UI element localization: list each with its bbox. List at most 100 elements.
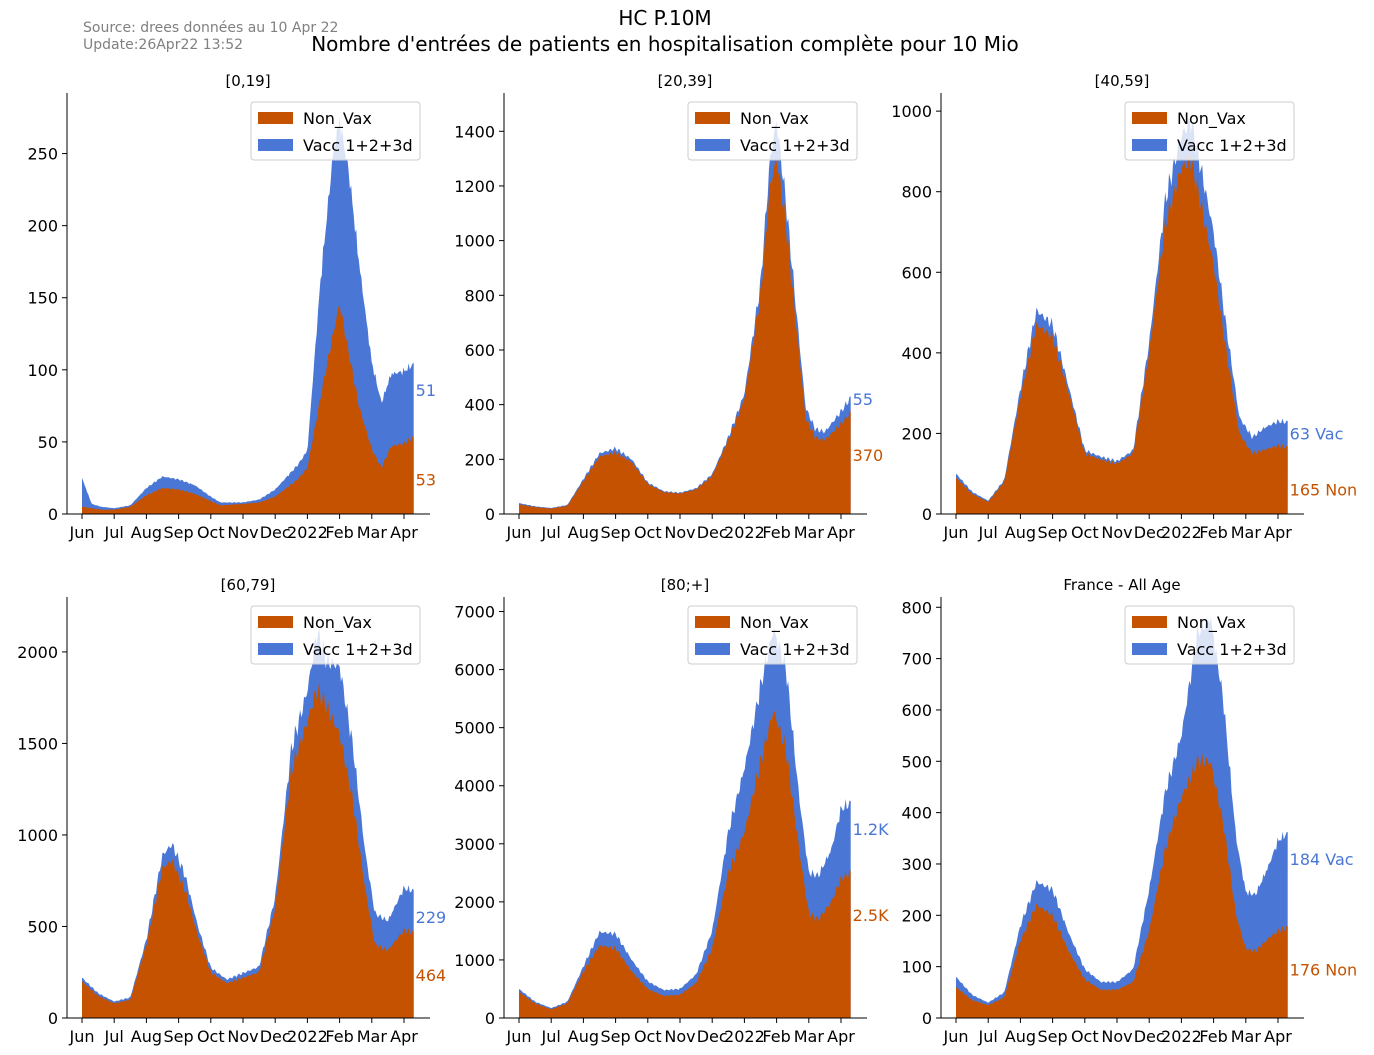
area-non-vax	[82, 305, 414, 514]
end-label-vacc: 51	[416, 381, 436, 400]
y-tick-label: 2000	[454, 893, 495, 912]
legend-label: Vacc 1+2+3d	[303, 136, 413, 155]
legend-label: Non_Vax	[740, 109, 809, 129]
x-tick-label: Aug	[1005, 523, 1036, 542]
x-tick-label: Jul	[104, 1027, 124, 1046]
x-tick-label: Oct	[1071, 523, 1099, 542]
figure-title: HC P.10M	[618, 6, 712, 30]
x-tick-label: Sep	[1038, 523, 1068, 542]
panel-title: [60,79]	[221, 576, 276, 594]
y-tick-label: 5000	[454, 719, 495, 738]
x-tick-label: Dec	[1134, 523, 1165, 542]
x-tick-label: Mar	[1231, 1027, 1262, 1046]
x-tick-label: Jul	[104, 523, 124, 542]
y-tick-label: 800	[901, 183, 932, 202]
legend: Non_Vax Vacc 1+2+3d	[1124, 101, 1295, 161]
legend-swatch-vacc	[695, 139, 730, 151]
legend-label: Non_Vax	[303, 613, 372, 633]
legend-box	[250, 605, 421, 665]
chart-panel-3: 0 200 400 600 800 1000 Jun Jul Aug Sep Oct Nov Dec20…	[891, 72, 1357, 542]
legend-swatch-vacc	[258, 139, 293, 151]
area-non-vax	[82, 680, 414, 1018]
y-tick-label: 600	[901, 263, 932, 282]
x-tick-label: Oct	[634, 523, 662, 542]
area-non-vax	[956, 154, 1288, 514]
x-tick-label: Feb	[762, 523, 790, 542]
legend-label: Non_Vax	[1177, 109, 1246, 129]
x-tick-label: Apr	[827, 1027, 855, 1046]
legend-label: Non_Vax	[1177, 613, 1246, 633]
y-tick-label: 400	[464, 396, 495, 415]
end-label-vacc: 229	[416, 908, 447, 927]
legend-box	[687, 605, 858, 665]
y-tick-label: 0	[485, 1009, 495, 1028]
legend-swatch-vacc	[258, 643, 293, 655]
x-tick-label: Jul	[541, 1027, 561, 1046]
y-tick-label: 1500	[17, 734, 58, 753]
update-note: Update:26Apr22 13:52	[83, 37, 244, 53]
legend: Non_Vax Vacc 1+2+3d	[1124, 605, 1295, 665]
y-tick-label: 400	[901, 804, 932, 823]
x-tick-label: Sep	[1038, 1027, 1068, 1046]
x-tick-label: Jul	[541, 523, 561, 542]
y-tick-label: 1400	[454, 122, 495, 141]
legend-label: Vacc 1+2+3d	[740, 640, 850, 659]
x-tick-label: Nov	[227, 1027, 258, 1046]
x-tick-label: Mar	[794, 523, 825, 542]
x-tick-label: Mar	[357, 1027, 388, 1046]
chart-panel-2: 0 200 400 600 800 1000 1200 1400 Jun Jul Aug Sep Oct…	[454, 72, 883, 542]
x-tick-label: Mar	[357, 523, 388, 542]
legend: Non_Vax Vacc 1+2+3d	[687, 605, 858, 665]
area-non-vax	[519, 710, 851, 1018]
x-tick-label: Feb	[762, 1027, 790, 1046]
y-tick-label: 250	[27, 145, 58, 164]
y-tick-label: 1000	[454, 232, 495, 251]
y-tick-label: 700	[901, 650, 932, 669]
x-tick-label: Jun	[943, 523, 969, 542]
x-tick-label: Feb	[325, 1027, 353, 1046]
legend: Non_Vax Vacc 1+2+3d	[250, 605, 421, 665]
x-tick-label: Dec	[1134, 1027, 1165, 1046]
y-tick-label: 800	[901, 598, 932, 617]
area-non-vax	[519, 159, 851, 514]
y-tick-label: 150	[27, 289, 58, 308]
panel-title: [80;+]	[661, 576, 709, 594]
end-label-non-vax: 370	[853, 446, 884, 465]
legend-swatch-non-vax	[258, 616, 293, 628]
x-tick-label: Aug	[131, 1027, 162, 1046]
legend-swatch-non-vax	[258, 112, 293, 124]
y-tick-label: 7000	[454, 603, 495, 622]
legend-swatch-non-vax	[1132, 616, 1167, 628]
chart-panel-6: 0 100 200 300 400 500 600 700 800 Jun Jul Aug Sep Oct…	[901, 576, 1357, 1046]
x-tick-label: Aug	[1005, 1027, 1036, 1046]
end-label-vacc: 63 Vac	[1290, 425, 1344, 444]
y-tick-label: 200	[27, 217, 58, 236]
x-tick-label: Nov	[664, 1027, 695, 1046]
x-tick-label: Oct	[197, 523, 225, 542]
y-tick-label: 0	[48, 505, 58, 524]
y-tick-label: 100	[27, 361, 58, 380]
x-tick-label: 2022	[287, 523, 328, 542]
legend-box	[687, 101, 858, 161]
chart-panel-5: 0 1000 2000 3000 4000 5000 6000 7000 Jun Jul Aug Se…	[454, 576, 889, 1046]
legend: Non_Vax Vacc 1+2+3d	[250, 101, 421, 161]
y-tick-label: 500	[901, 752, 932, 771]
x-tick-label: Apr	[390, 523, 418, 542]
legend-box	[1124, 101, 1295, 161]
y-tick-label: 100	[901, 958, 932, 977]
x-tick-label: Jun	[506, 1027, 532, 1046]
x-tick-label: Nov	[1101, 1027, 1132, 1046]
end-label-non-vax: 464	[416, 966, 447, 985]
x-tick-label: Mar	[1231, 523, 1262, 542]
panel-title: [20,39]	[658, 72, 713, 90]
end-label-vacc: 1.2K	[853, 820, 889, 839]
panel-title: [40,59]	[1095, 72, 1150, 90]
x-tick-label: Sep	[601, 523, 631, 542]
y-tick-label: 500	[27, 917, 58, 936]
y-tick-label: 0	[48, 1009, 58, 1028]
y-tick-label: 1000	[17, 826, 58, 845]
y-tick-label: 2000	[17, 643, 58, 662]
x-tick-label: Feb	[1199, 523, 1227, 542]
x-tick-label: Dec	[697, 523, 728, 542]
